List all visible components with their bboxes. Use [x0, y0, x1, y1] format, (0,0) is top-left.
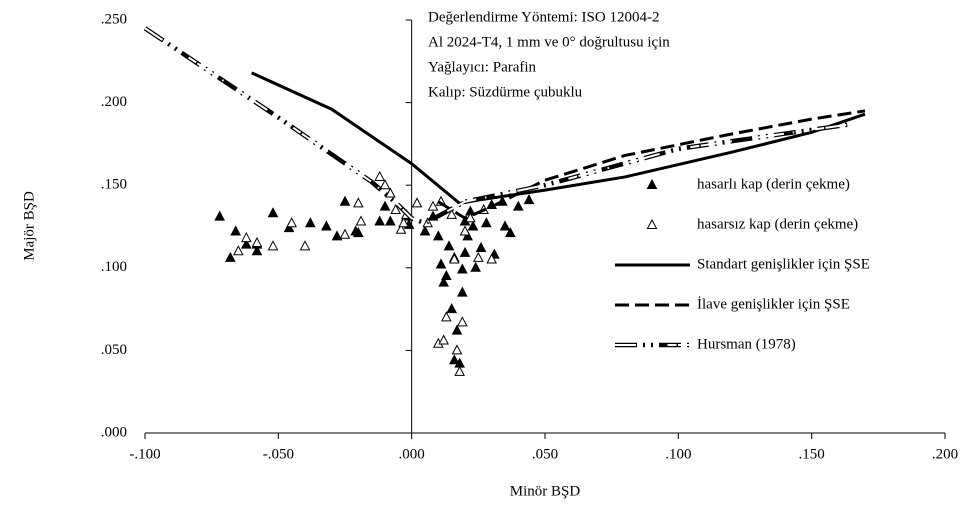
data-point	[457, 263, 468, 274]
data-point	[443, 240, 455, 251]
data-point	[331, 230, 343, 241]
data-point	[390, 203, 401, 214]
x-tick-label: -.050	[263, 446, 294, 462]
data-point	[451, 344, 463, 355]
data-point	[438, 276, 449, 287]
y-tick-label: .250	[101, 11, 127, 27]
series-line-inner	[144, 27, 852, 225]
data-point	[459, 246, 471, 257]
data-point	[457, 316, 468, 327]
data-point	[449, 354, 460, 365]
data-point	[411, 197, 423, 208]
data-point	[438, 334, 449, 345]
data-point	[251, 245, 263, 256]
x-tick-label: .000	[399, 446, 425, 462]
data-point	[446, 303, 457, 314]
data-point	[499, 220, 511, 231]
data-point	[457, 286, 468, 297]
data-point	[299, 240, 311, 251]
annotation: Değerlendirme Yöntemi: ISO 12004-2	[428, 9, 659, 25]
data-point	[353, 227, 364, 238]
y-tick-label: .100	[101, 259, 127, 275]
data-point	[395, 223, 407, 234]
data-point	[462, 230, 473, 241]
data-point	[459, 225, 471, 236]
data-point	[505, 227, 516, 238]
data-point	[379, 200, 391, 211]
data-point	[523, 193, 535, 205]
x-tick-label: .150	[799, 446, 825, 462]
data-point	[339, 228, 351, 239]
y-tick-label: .000	[101, 424, 127, 440]
data-point	[481, 217, 492, 228]
data-point	[286, 217, 297, 228]
data-point	[467, 220, 479, 231]
data-point	[251, 236, 263, 248]
x-axis-label: Minör BŞD	[510, 483, 581, 499]
data-point	[305, 217, 316, 228]
data-point	[230, 225, 241, 236]
data-point	[451, 324, 463, 335]
data-point	[353, 197, 364, 208]
data-point	[385, 215, 396, 226]
x-tick-label: .050	[532, 446, 558, 462]
y-tick-label: .150	[101, 177, 127, 193]
data-point	[513, 200, 524, 211]
data-point	[267, 240, 279, 251]
data-point	[241, 231, 252, 243]
data-point	[385, 187, 396, 198]
legend-marker	[646, 218, 658, 229]
data-point	[374, 215, 385, 226]
data-point	[435, 258, 447, 269]
x-tick-label: .200	[932, 446, 958, 462]
data-point	[374, 170, 385, 181]
data-point	[283, 222, 295, 233]
legend-marker	[646, 178, 658, 189]
data-point	[486, 253, 497, 264]
data-point	[241, 238, 252, 249]
y-tick-label: .050	[101, 342, 127, 358]
data-point	[225, 251, 236, 262]
data-point	[441, 269, 452, 281]
data-point	[449, 253, 460, 264]
data-point	[398, 217, 409, 228]
data-point	[233, 245, 244, 256]
x-tick-label: -.100	[129, 446, 160, 462]
data-point	[433, 230, 444, 241]
data-point	[321, 220, 332, 231]
data-point	[339, 195, 351, 206]
legend-label: hasarlı kap (derin çekme)	[697, 176, 850, 192]
annotation: Al 2024-T4, 1 mm ve 0° doğrultusu için	[428, 34, 670, 50]
data-point	[355, 215, 367, 226]
series-line	[143, 26, 852, 226]
data-point	[454, 365, 465, 376]
data-point	[470, 261, 481, 272]
data-point	[267, 207, 279, 218]
data-point	[379, 179, 391, 190]
data-point	[427, 200, 439, 211]
y-axis-label: Majör BŞD	[21, 191, 37, 261]
legend-label: İlave genişlikler için ŞSE	[697, 296, 850, 312]
series-line	[437, 109, 866, 220]
data-point	[475, 241, 487, 252]
data-point	[465, 212, 476, 223]
legend-label: Hursman (1978)	[697, 336, 796, 352]
legend-label: hasarsız kap (derin çekme)	[697, 216, 858, 232]
data-point	[441, 311, 452, 322]
data-point	[473, 251, 484, 262]
data-point	[214, 210, 225, 221]
annotation: Kalıp: Süzdürme çubuklu	[428, 84, 583, 100]
data-point	[446, 208, 457, 219]
x-tick-label: .100	[665, 446, 691, 462]
legend-label: Standart genişlikler için ŞSE	[697, 256, 870, 272]
data-point	[419, 225, 431, 236]
y-tick-label: .200	[101, 94, 127, 110]
annotation: Yağlayıcı: Parafin	[428, 59, 537, 75]
